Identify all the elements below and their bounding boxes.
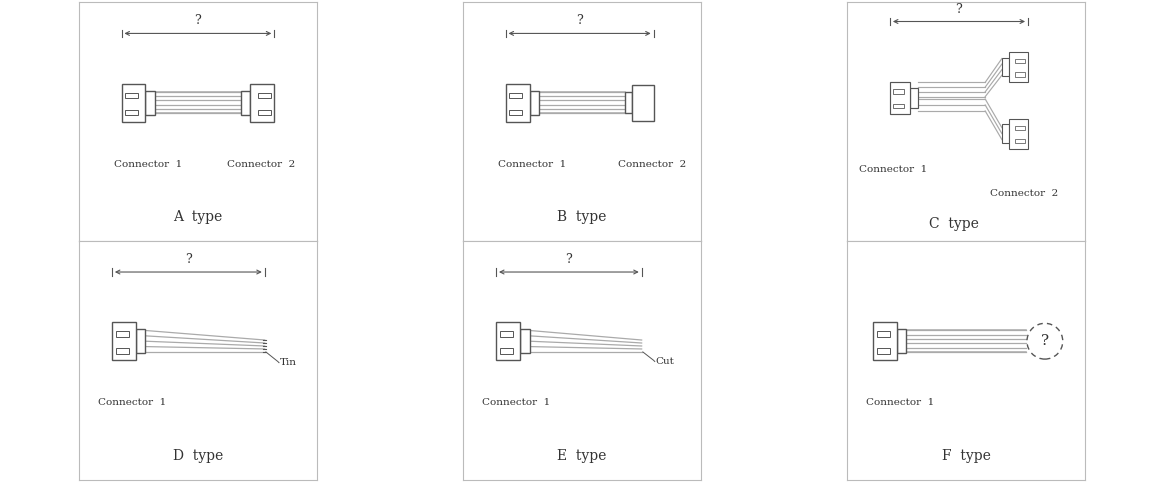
Text: ?: ? [566, 253, 573, 266]
Text: ?: ? [1041, 334, 1049, 348]
Bar [876, 332, 889, 336]
Bar [890, 81, 910, 114]
Bar [125, 93, 139, 98]
Text: E  type: E type [558, 449, 606, 463]
Bar [121, 83, 146, 122]
Bar [1009, 52, 1028, 82]
Text: Connector  1: Connector 1 [866, 399, 935, 407]
Text: ?: ? [185, 253, 192, 266]
Bar [112, 322, 136, 361]
Text: Connector  2: Connector 2 [618, 160, 686, 169]
Text: D  type: D type [172, 449, 223, 463]
Bar [910, 88, 918, 108]
Bar [250, 83, 275, 122]
Bar [897, 329, 907, 353]
Bar [530, 91, 539, 115]
Bar [499, 348, 513, 354]
Bar [1002, 57, 1009, 76]
Bar [873, 322, 897, 361]
Bar [1009, 119, 1028, 148]
Bar [893, 90, 904, 94]
Bar [136, 329, 146, 353]
Bar [520, 329, 530, 353]
Bar [1015, 126, 1025, 130]
Text: Connector  1: Connector 1 [482, 399, 551, 407]
Bar [241, 91, 250, 115]
Bar [257, 110, 271, 115]
Bar [1015, 72, 1025, 77]
Bar [115, 332, 129, 336]
Bar [1015, 59, 1025, 63]
Text: ?: ? [194, 14, 201, 27]
Bar [505, 83, 530, 122]
Text: C  type: C type [929, 217, 979, 231]
Text: A  type: A type [173, 210, 222, 224]
Bar [115, 348, 129, 354]
Bar [1015, 139, 1025, 143]
Bar [876, 348, 889, 354]
Text: Connector  2: Connector 2 [227, 160, 294, 169]
Bar [509, 110, 523, 115]
Bar [257, 93, 271, 98]
Text: Connector  1: Connector 1 [498, 160, 567, 169]
Bar [1002, 124, 1009, 143]
Bar [125, 110, 139, 115]
Text: Connector  1: Connector 1 [859, 165, 927, 174]
Text: Tin: Tin [279, 358, 297, 367]
Text: B  type: B type [558, 210, 606, 224]
Bar [893, 104, 904, 108]
Text: Connector  2: Connector 2 [989, 188, 1058, 198]
Bar [499, 332, 513, 336]
Bar [632, 85, 653, 120]
Bar [146, 91, 155, 115]
Bar [625, 92, 632, 113]
Text: ?: ? [956, 2, 963, 15]
Text: Connector  1: Connector 1 [98, 399, 166, 407]
Text: ?: ? [576, 14, 583, 27]
Text: Connector  1: Connector 1 [114, 160, 183, 169]
Bar [496, 322, 520, 361]
Text: Cut: Cut [655, 358, 674, 366]
Text: F  type: F type [942, 449, 991, 463]
Bar [509, 93, 523, 98]
